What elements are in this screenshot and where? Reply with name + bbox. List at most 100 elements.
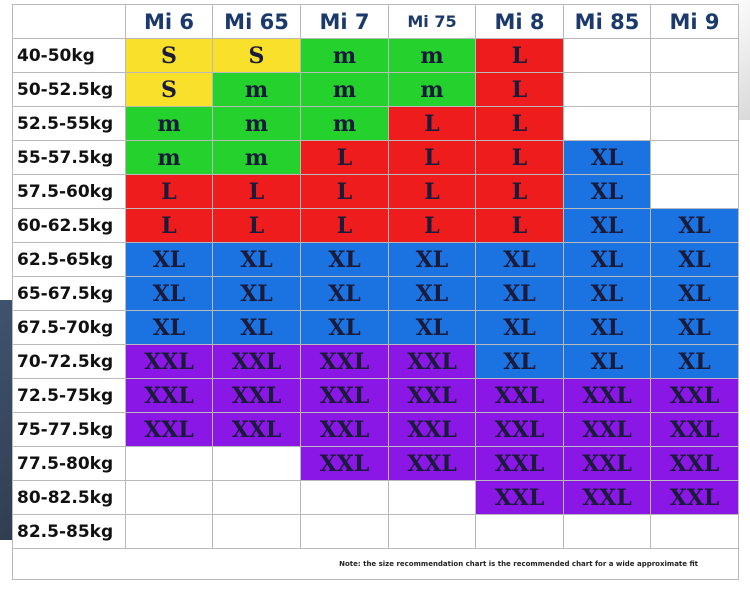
weight-range-label: 77.5-80kg bbox=[12, 446, 126, 481]
size-cell: XL bbox=[300, 276, 389, 311]
size-cell: XXL bbox=[388, 344, 476, 379]
size-cell: XL bbox=[650, 208, 739, 243]
size-cell: XL bbox=[563, 208, 651, 243]
size-cell: L bbox=[388, 174, 476, 209]
fit-note: Note: the size recommendation chart is t… bbox=[12, 548, 739, 580]
weight-range-label: 40-50kg bbox=[12, 38, 126, 73]
size-cell bbox=[388, 480, 476, 515]
column-header-mi6: Mi 6 bbox=[125, 4, 213, 39]
size-cell bbox=[563, 72, 651, 107]
size-cell: L bbox=[300, 140, 389, 175]
size-cell: XXL bbox=[650, 446, 739, 481]
size-cell: XL bbox=[125, 242, 213, 277]
size-cell: XXL bbox=[388, 446, 476, 481]
weight-row: 77.5-80kg XXL XXL XXL XXL XXL bbox=[12, 446, 739, 481]
size-cell: XL bbox=[300, 242, 389, 277]
size-cell bbox=[650, 72, 739, 107]
size-cell bbox=[475, 514, 564, 549]
size-cell: XL bbox=[563, 174, 651, 209]
size-cell: XXL bbox=[650, 412, 739, 447]
weight-range-label: 65-67.5kg bbox=[12, 276, 126, 311]
size-cell: XXL bbox=[300, 446, 389, 481]
size-cell bbox=[300, 514, 389, 549]
size-cell: XL bbox=[212, 242, 301, 277]
size-cell bbox=[212, 446, 301, 481]
size-cell bbox=[563, 514, 651, 549]
size-cell: L bbox=[388, 106, 476, 141]
size-cell: L bbox=[388, 140, 476, 175]
column-header-mi65: Mi 65 bbox=[212, 4, 301, 39]
size-cell: XL bbox=[475, 344, 564, 379]
size-cell: L bbox=[475, 72, 564, 107]
size-cell: XL bbox=[563, 242, 651, 277]
size-cell: XL bbox=[563, 344, 651, 379]
weight-row: 75-77.5kg XXL XXL XXL XXL XXL XXL XXL bbox=[12, 412, 739, 447]
size-cell: XL bbox=[475, 242, 564, 277]
weight-range-label: 50-52.5kg bbox=[12, 72, 126, 107]
size-cell: L bbox=[475, 140, 564, 175]
size-cell bbox=[650, 38, 739, 73]
size-cell bbox=[125, 480, 213, 515]
size-cell bbox=[650, 140, 739, 175]
size-cell: XXL bbox=[388, 412, 476, 447]
size-cell: XL bbox=[563, 140, 651, 175]
weight-row: 60-62.5kg L L L L L XL XL bbox=[12, 208, 739, 243]
size-cell bbox=[563, 106, 651, 141]
size-cell: XXL bbox=[125, 344, 213, 379]
size-cell: XL bbox=[388, 276, 476, 311]
column-header-mi8: Mi 8 bbox=[475, 4, 564, 39]
size-cell: XXL bbox=[475, 480, 564, 515]
weight-range-label: 75-77.5kg bbox=[12, 412, 126, 447]
size-cell: S bbox=[125, 38, 213, 73]
weight-range-label: 70-72.5kg bbox=[12, 344, 126, 379]
size-cell: m bbox=[212, 72, 301, 107]
size-cell: XXL bbox=[650, 378, 739, 413]
column-header-mi75: Mi 75 bbox=[388, 4, 476, 39]
size-cell: XXL bbox=[212, 378, 301, 413]
weight-row: 52.5-55kg m m m L L bbox=[12, 106, 739, 141]
size-cell: XXL bbox=[563, 446, 651, 481]
weight-row: 57.5-60kg L L L L L XL bbox=[12, 174, 739, 209]
weight-row: 80-82.5kg XXL XXL XXL bbox=[12, 480, 739, 515]
weight-row: 65-67.5kg XL XL XL XL XL XL XL bbox=[12, 276, 739, 311]
size-chart-table: Mi 6 Mi 65 Mi 7 Mi 75 Mi 8 Mi 85 Mi 9 40… bbox=[12, 4, 739, 580]
weight-row: 82.5-85kg bbox=[12, 514, 739, 549]
size-cell: XL bbox=[388, 242, 476, 277]
size-cell: XL bbox=[475, 276, 564, 311]
size-cell: XXL bbox=[388, 378, 476, 413]
column-header-mi7: Mi 7 bbox=[300, 4, 389, 39]
size-cell: L bbox=[300, 174, 389, 209]
size-cell: XXL bbox=[475, 412, 564, 447]
size-cell: XXL bbox=[475, 446, 564, 481]
size-cell: XL bbox=[650, 276, 739, 311]
size-cell bbox=[212, 480, 301, 515]
header-corner-cell bbox=[12, 4, 126, 39]
size-cell: m bbox=[388, 38, 476, 73]
size-cell bbox=[650, 514, 739, 549]
size-cell: L bbox=[125, 174, 213, 209]
size-cell bbox=[563, 38, 651, 73]
weight-range-label: 67.5-70kg bbox=[12, 310, 126, 345]
size-cell bbox=[212, 514, 301, 549]
size-cell: L bbox=[475, 174, 564, 209]
weight-row: 72.5-75kg XXL XXL XXL XXL XXL XXL XXL bbox=[12, 378, 739, 413]
size-cell: XL bbox=[300, 310, 389, 345]
weight-row: 62.5-65kg XL XL XL XL XL XL XL bbox=[12, 242, 739, 277]
size-cell: m bbox=[300, 72, 389, 107]
size-cell: XL bbox=[212, 310, 301, 345]
weight-range-label: 55-57.5kg bbox=[12, 140, 126, 175]
size-cell: XXL bbox=[563, 480, 651, 515]
size-cell: XL bbox=[388, 310, 476, 345]
size-cell: XL bbox=[563, 310, 651, 345]
size-cell bbox=[125, 446, 213, 481]
weight-range-label: 57.5-60kg bbox=[12, 174, 126, 209]
weight-row: 67.5-70kg XL XL XL XL XL XL XL bbox=[12, 310, 739, 345]
weight-row: 55-57.5kg m m L L L XL bbox=[12, 140, 739, 175]
size-cell: XXL bbox=[650, 480, 739, 515]
size-cell: L bbox=[475, 106, 564, 141]
size-cell: L bbox=[388, 208, 476, 243]
size-cell: m bbox=[125, 106, 213, 141]
size-cell: XL bbox=[650, 310, 739, 345]
